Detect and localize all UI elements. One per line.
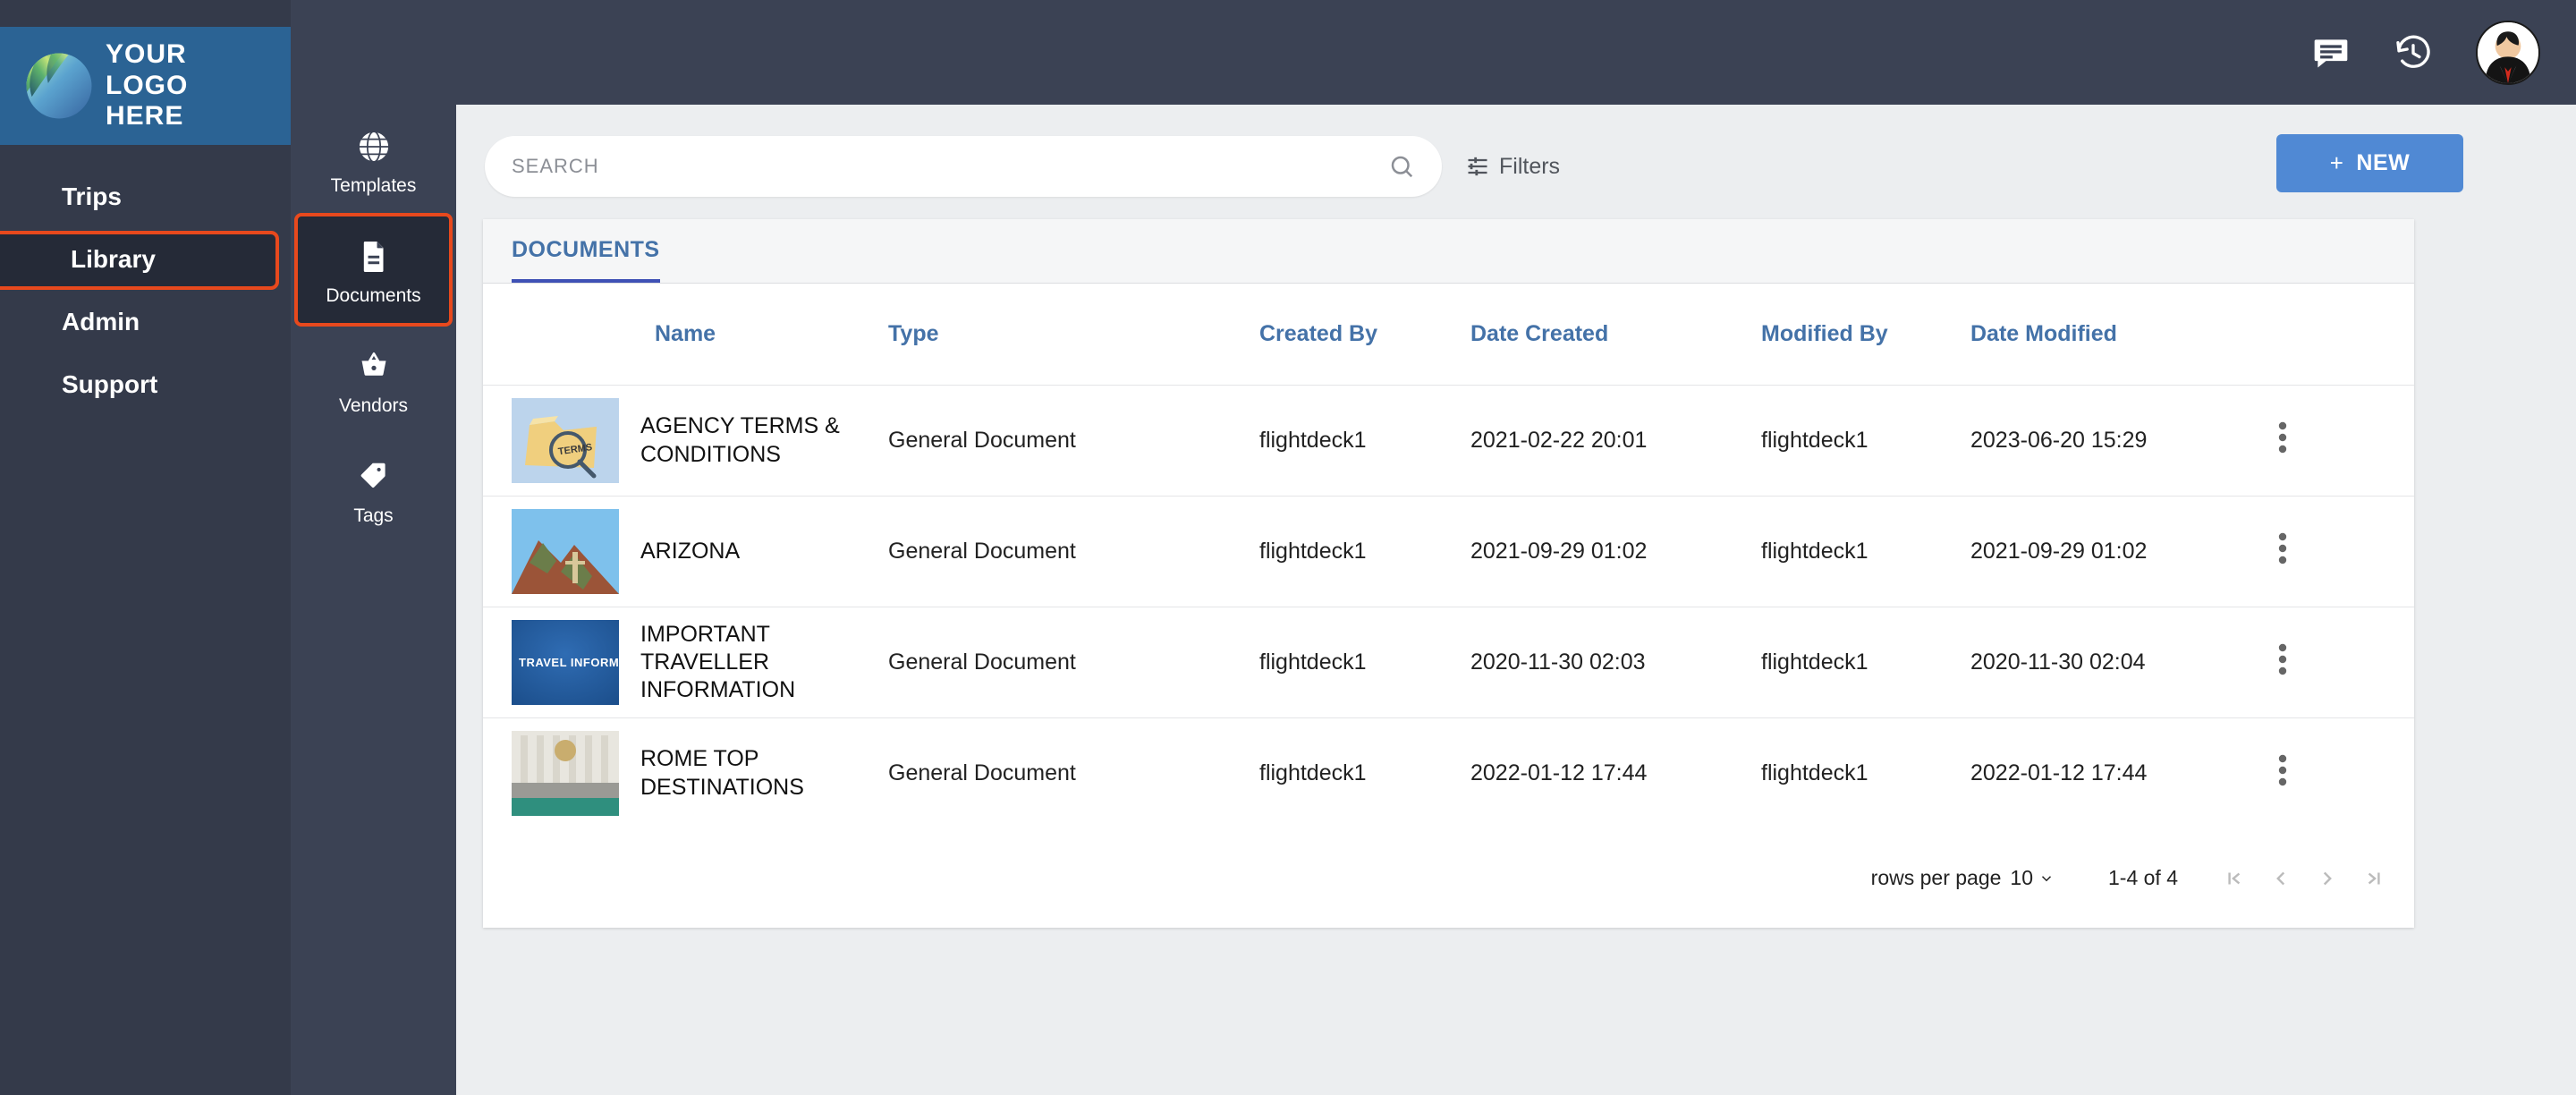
svg-text:TRAVEL INFORMAT: TRAVEL INFORMAT: [519, 656, 619, 669]
